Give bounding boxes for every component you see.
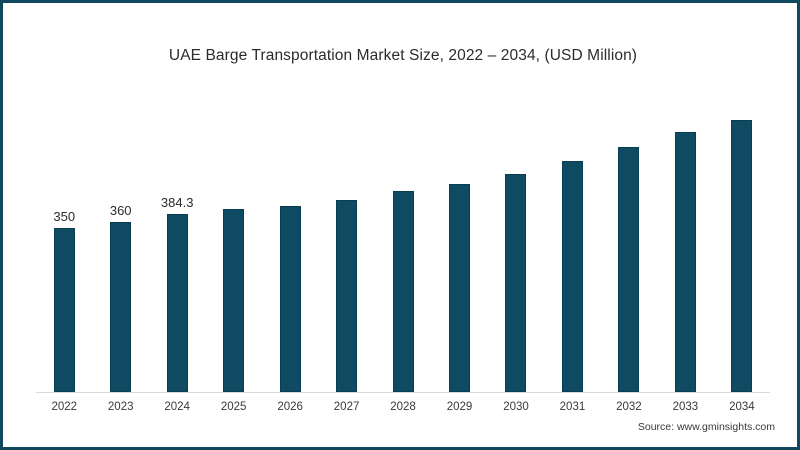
x-tick-2026: 2026 [277,401,303,413]
x-axis-tick-labels: 2022 2023 2024 2025 2026 2027 2028 2029 2030 2031… [36,401,770,413]
bar-2026[interactable] [279,206,301,392]
bar-slot[interactable]: 360 [92,93,148,392]
bar-slot[interactable] [431,93,487,392]
bar-2030[interactable] [505,174,527,392]
plot-area: 350 360 384.3 [36,93,770,393]
bar-slot[interactable] [714,93,770,392]
bar-2031[interactable] [561,161,583,392]
bar-2032[interactable] [618,147,640,392]
bar-value-label: 384.3 [160,195,194,210]
x-tick-2029: 2029 [446,401,473,413]
x-tick-2033: 2033 [672,401,699,413]
bar-2029[interactable] [449,184,471,392]
bar-2028[interactable] [392,191,414,392]
bar-2024[interactable] [166,214,188,392]
x-tick-2024: 2024 [164,401,190,413]
bar-slot[interactable] [488,93,544,392]
x-tick-2030: 2030 [503,401,529,413]
bar-series: 350 360 384.3 [36,93,770,392]
x-axis-line [36,392,770,393]
bar-slot[interactable] [601,93,657,392]
source-attribution: Source: www.gminsights.com [637,421,775,433]
bar-slot[interactable] [318,93,374,392]
x-tick-2027: 2027 [333,401,360,413]
bar-value-label: 360 [109,203,132,218]
bar-slot[interactable]: 384.3 [149,93,205,392]
bar-value-label: 350 [53,209,76,224]
x-tick-2023: 2023 [107,401,134,413]
chart-title: UAE Barge Transportation Market Size, 20… [168,47,638,64]
bar-2025[interactable] [223,209,245,392]
bar-slot[interactable] [205,93,261,392]
x-tick-2032: 2032 [616,401,642,413]
bar-2034[interactable] [731,120,753,392]
bar-slot[interactable] [544,93,600,392]
x-tick-2022: 2022 [51,401,78,413]
bar-slot[interactable]: 350 [36,93,92,392]
x-tick-2034: 2034 [729,401,755,413]
bar-2023[interactable] [110,222,132,392]
bar-2033[interactable] [674,132,696,392]
bar-2027[interactable] [336,200,358,392]
bar-slot[interactable] [375,93,431,392]
bar-2022[interactable] [53,228,75,392]
x-tick-2025: 2025 [220,401,247,413]
x-tick-2031: 2031 [559,401,586,413]
bar-slot[interactable] [262,93,318,392]
x-tick-2028: 2028 [390,401,416,413]
bar-slot[interactable] [657,93,713,392]
